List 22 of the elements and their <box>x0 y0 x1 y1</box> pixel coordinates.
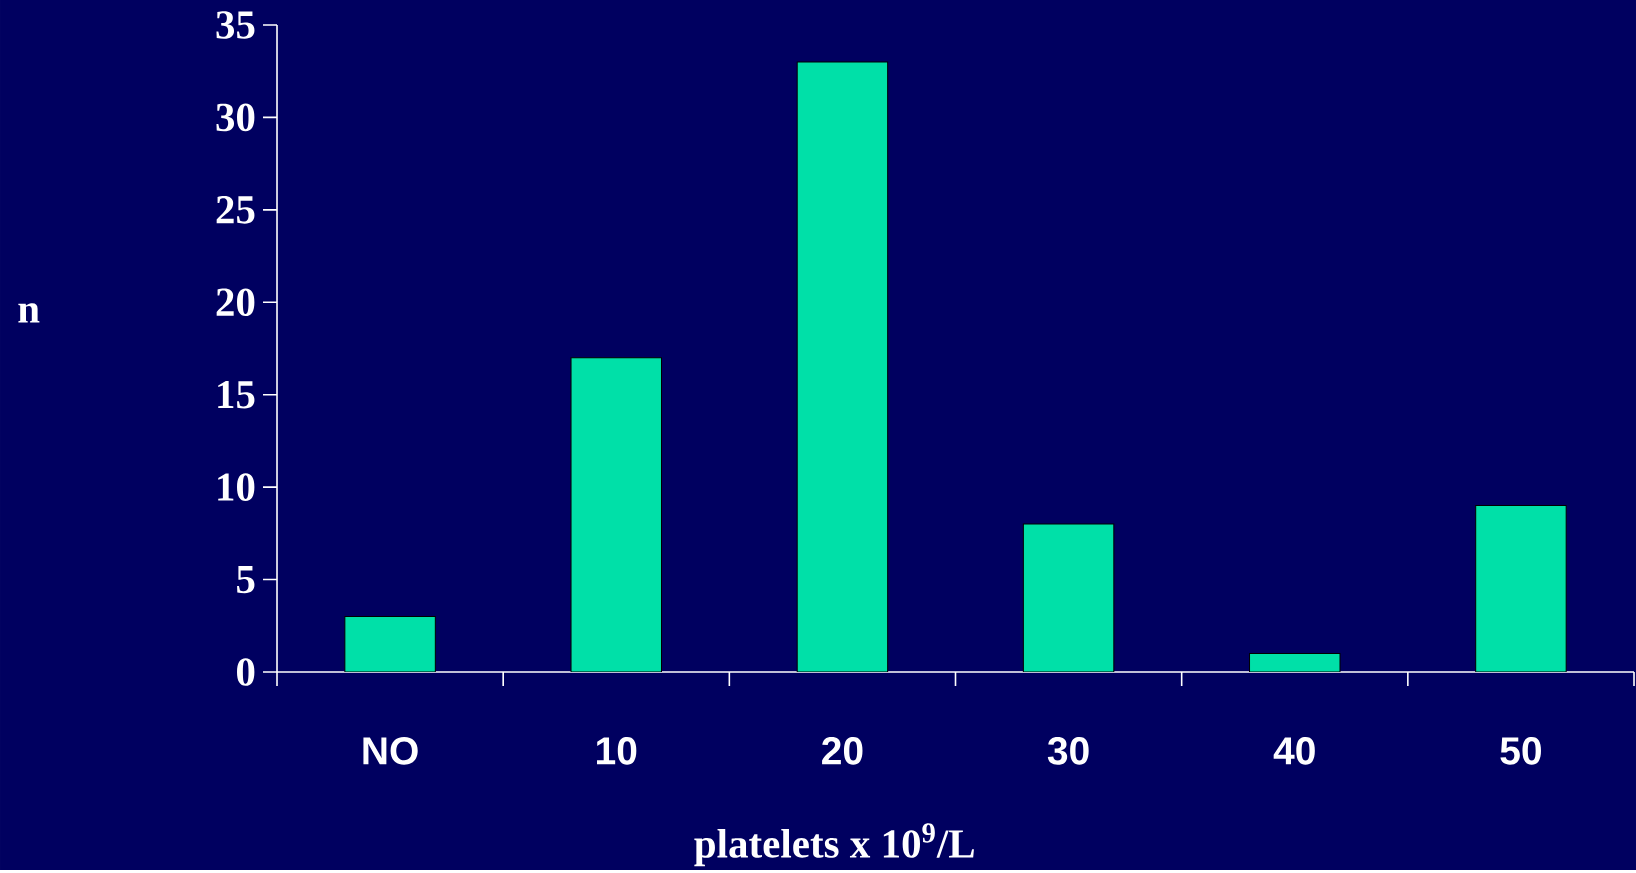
x-tick-label: 10 <box>597 737 637 765</box>
x-tick-label: 30 <box>1047 737 1089 765</box>
bar <box>344 616 436 673</box>
x-axis-title: platelets x 10$^{9}$/L <box>694 823 974 867</box>
y-tick-label: 30 <box>216 103 255 132</box>
bar <box>570 357 662 673</box>
x-tick-label: 20 <box>822 737 863 765</box>
bar <box>1475 505 1567 673</box>
y-tick-label: 0 <box>237 658 255 686</box>
y-tick-label: 10 <box>218 473 255 502</box>
bar <box>796 61 889 673</box>
bar <box>1022 523 1115 673</box>
x-tick-label: NO <box>363 737 418 765</box>
y-tick-label: 15 <box>218 381 255 409</box>
y-axis-title: n <box>18 303 40 323</box>
y-tick-label: 35 <box>216 11 255 39</box>
y-tick-label: 20 <box>216 288 255 317</box>
x-tick-label: 40 <box>1273 737 1315 765</box>
x-tick-label: 50 <box>1500 737 1541 765</box>
y-tick-label: 25 <box>216 196 255 224</box>
bar <box>1249 653 1341 673</box>
y-tick-label: 5 <box>237 566 255 594</box>
